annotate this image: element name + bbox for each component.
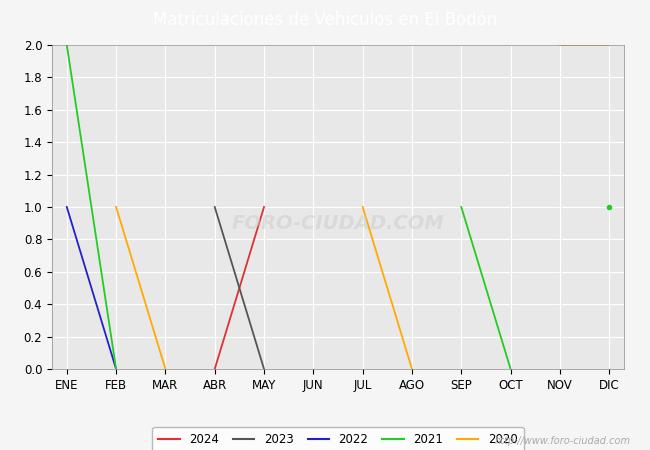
2023 (211, 204, 218, 210)
2022 (112, 366, 120, 372)
Line: 2024: 2024 (214, 207, 264, 369)
2024 (211, 366, 218, 372)
Legend: 2024, 2023, 2022, 2021, 2020: 2024, 2023, 2022, 2021, 2020 (153, 427, 523, 450)
Text: Matriculaciones de Vehiculos en El Bodón: Matriculaciones de Vehiculos en El Bodón (153, 11, 497, 29)
2020 (112, 204, 120, 210)
Line: 2022: 2022 (67, 207, 116, 369)
Text: FORO-CIUDAD.COM: FORO-CIUDAD.COM (231, 214, 445, 233)
2020 (161, 366, 169, 372)
2024 (260, 204, 268, 210)
Line: 2023: 2023 (214, 207, 264, 369)
Line: 2020: 2020 (116, 207, 165, 369)
2023 (260, 366, 268, 372)
Text: http://www.foro-ciudad.com: http://www.foro-ciudad.com (495, 436, 630, 446)
2022 (63, 204, 71, 210)
